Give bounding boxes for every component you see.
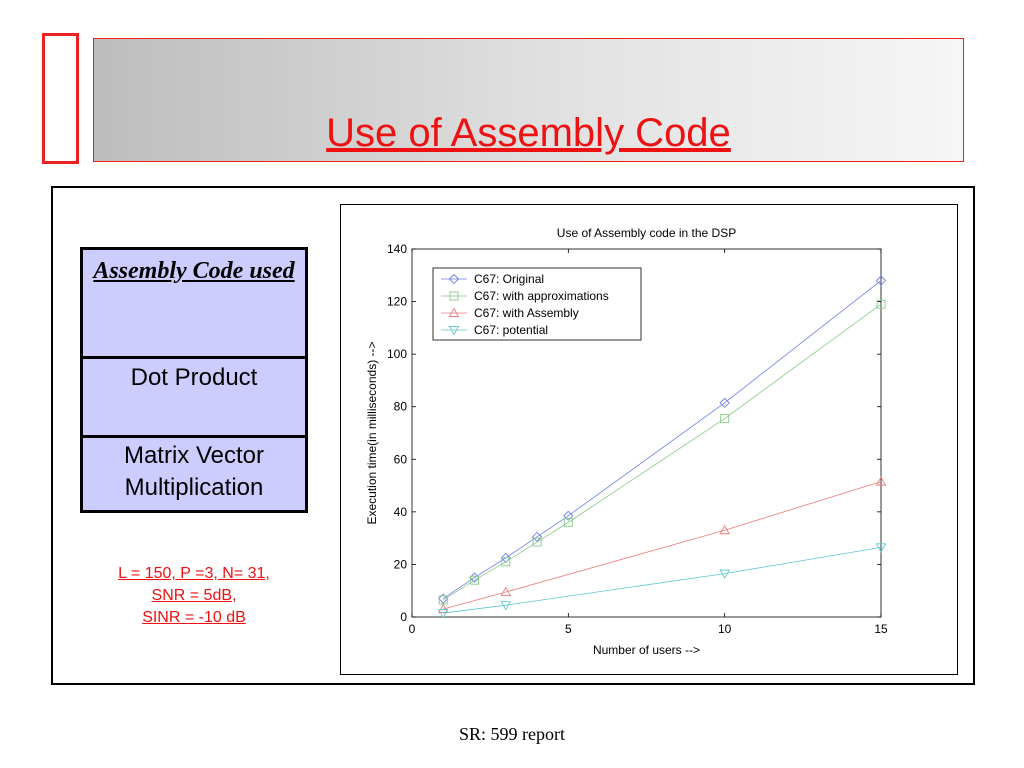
y-tick-label: 80 <box>394 400 408 414</box>
data-point <box>437 609 449 619</box>
data-point <box>500 601 512 611</box>
title-band: Use of Assembly Code <box>93 38 964 162</box>
y-tick-label: 0 <box>400 610 407 624</box>
x-axis-label: Number of users --> <box>593 643 700 657</box>
x-tick-label: 15 <box>874 622 888 636</box>
series-3 <box>437 476 887 614</box>
data-point <box>531 531 543 542</box>
data-point <box>563 510 574 521</box>
data-point <box>875 543 887 553</box>
chart-container: 0 5 10 15 0 20 40 60 80 100 120 140 Use of Assembly … <box>340 204 958 675</box>
series-4 <box>437 543 887 619</box>
legend-box <box>432 267 642 341</box>
data-point <box>448 326 460 336</box>
table-cell-dot-product: Dot Product <box>80 356 308 438</box>
slide-title: Use of Assembly Code <box>326 111 731 155</box>
data-point <box>448 273 460 285</box>
legend-entry: C67: with Assembly <box>474 306 579 320</box>
y-tick-label: 60 <box>394 452 408 466</box>
data-point <box>532 537 542 547</box>
data-point <box>875 275 887 286</box>
data-point <box>470 575 479 585</box>
data-point <box>719 524 730 535</box>
y-tick-label: 40 <box>394 505 408 519</box>
legend-entry: C67: potential <box>474 323 548 337</box>
data-point <box>500 552 511 563</box>
data-point <box>438 593 449 604</box>
series-line <box>443 303 882 601</box>
parameters-note: L = 150, P =3, N= 31, SNR = 5dB, SINR = … <box>80 563 308 629</box>
chart-title: Use of Assembly code in the DSP <box>557 226 736 240</box>
param-line-1: L = 150, P =3, N= 31, <box>118 565 270 582</box>
data-point <box>719 569 730 580</box>
data-point <box>876 299 886 309</box>
legend-entry: C67: Original <box>474 272 544 286</box>
series-line <box>443 481 882 610</box>
footer-text: SR: 599 report <box>459 724 565 744</box>
y-tick-label: 20 <box>394 557 408 571</box>
title-accent-box <box>42 33 79 164</box>
data-point <box>437 603 449 614</box>
table-cell-matrix-vector: Matrix Vector Multiplication <box>80 435 308 513</box>
y-axis-label: Execution time(in milliseconds) --> <box>365 341 379 524</box>
table-header-cell: Assembly Code used <box>80 247 308 359</box>
data-point <box>875 476 887 486</box>
param-line-2: SNR = 5dB, <box>151 587 237 604</box>
x-tick-label: 10 <box>718 622 732 636</box>
series-line <box>443 546 882 614</box>
x-tick-label: 0 <box>409 622 416 636</box>
param-line-3: SINR = -10 dB <box>142 609 246 626</box>
data-point <box>719 397 730 408</box>
data-point <box>500 586 512 596</box>
data-point <box>563 517 573 527</box>
plot-area <box>411 248 882 618</box>
legend-entry: C67: with approximations <box>474 289 609 303</box>
data-point <box>501 557 511 567</box>
y-tick-label: 120 <box>387 295 407 309</box>
data-point <box>448 307 460 317</box>
series-2 <box>438 299 886 605</box>
line-chart: 0 5 10 15 0 20 40 60 80 100 120 140 Use of Assembly … <box>365 226 888 657</box>
data-point <box>720 414 730 423</box>
y-tick-label: 140 <box>387 242 407 256</box>
series-line <box>443 280 882 599</box>
x-tick-label: 5 <box>565 622 572 636</box>
y-tick-label: 100 <box>387 347 407 361</box>
data-point <box>449 291 459 301</box>
assembly-code-table: Assembly Code used Dot Product Matrix Ve… <box>80 247 308 513</box>
table-header-row: Assembly Code used <box>80 247 308 359</box>
table-row: Matrix Vector Multiplication <box>80 435 308 513</box>
table-row: Dot Product <box>80 356 308 438</box>
